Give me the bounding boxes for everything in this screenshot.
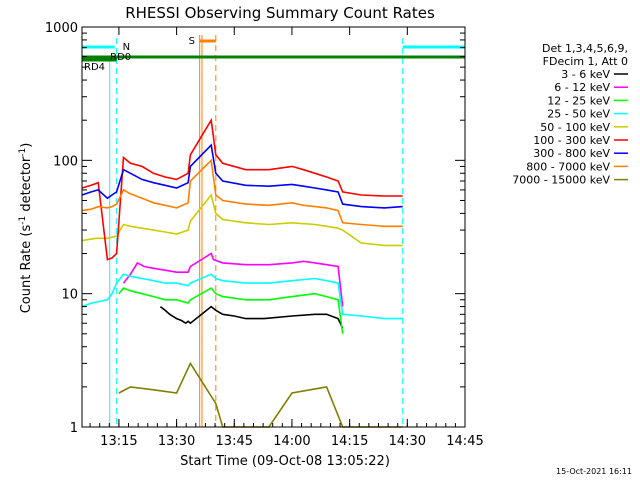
legend-entry-5: 100 - 300 keV: [533, 134, 610, 147]
legend-header-1: Det 1,3,4,5,6,9,: [542, 42, 628, 55]
series-layer: [81, 117, 403, 428]
saa-label: S: [189, 36, 195, 47]
y-axis-label-start: Count Rate (s: [19, 225, 34, 314]
plot-frame: [81, 26, 466, 428]
y-axis-label-end: ): [19, 143, 34, 148]
legend-entry-4: 50 - 100 keV: [540, 121, 610, 134]
y-axis: 1 10 100 1000: [45, 21, 465, 436]
series-1: [122, 252, 344, 307]
x-axis: 13:15 13:30 13:45 14:00 14:15 14:30 14:45: [89, 27, 484, 449]
legend-entry-3: 25 - 50 keV: [547, 108, 610, 121]
x-axis-label: Start Time (09-Oct-08 13:05:22): [180, 454, 390, 469]
y-tick-label-0: 1: [70, 421, 78, 436]
y-axis-label-sup: -1: [18, 216, 28, 225]
series-7: [81, 158, 403, 228]
series-3: [81, 273, 403, 320]
x-tick-label-6: 14:45: [446, 434, 483, 449]
state-markers: N S RD0 RD4: [82, 35, 465, 427]
y-axis-label-tail: detector: [19, 156, 34, 216]
rd4-label: RD4: [84, 62, 105, 73]
series-5: [81, 117, 403, 261]
chart-title: RHESSI Observing Summary Count Rates: [125, 4, 435, 22]
y-axis-label: Count Rate (s-1 detector-1): [18, 143, 34, 314]
series-2: [118, 287, 344, 334]
legend-entry-2: 12 - 25 keV: [547, 94, 610, 107]
y-tick-label-3: 1000: [45, 21, 78, 36]
series-4: [81, 193, 403, 247]
x-tick-label-4: 14:15: [331, 434, 368, 449]
legend-entry-1: 6 - 12 keV: [554, 81, 610, 94]
series-6: [81, 143, 403, 209]
y-axis-label-sup-2: -1: [18, 148, 28, 157]
legend: Det 1,3,4,5,6,9, FDecim 1, Att 0 3 - 6 k…: [512, 42, 628, 187]
y-tick-label-2: 100: [53, 154, 78, 169]
x-tick-label-1: 13:30: [158, 434, 195, 449]
timestamp: 15-Oct-2021 16:11: [556, 467, 632, 476]
x-tick-label-2: 13:45: [216, 434, 253, 449]
x-tick-label-5: 14:30: [389, 434, 426, 449]
legend-entry-0: 3 - 6 keV: [561, 68, 610, 81]
legend-entry-8: 7000 - 15000 keV: [512, 174, 610, 187]
x-tick-label-3: 14:00: [273, 434, 310, 449]
legend-entry-7: 800 - 7000 keV: [526, 160, 610, 173]
legend-header-2: FDecim 1, Att 0: [543, 55, 628, 68]
series-0: [159, 305, 344, 329]
rd0-label: RD0: [110, 52, 131, 63]
legend-entry-6: 300 - 800 keV: [533, 147, 610, 160]
y-tick-label-1: 10: [61, 288, 78, 303]
x-tick-label-0: 13:15: [100, 434, 137, 449]
night-label: N: [123, 42, 130, 53]
